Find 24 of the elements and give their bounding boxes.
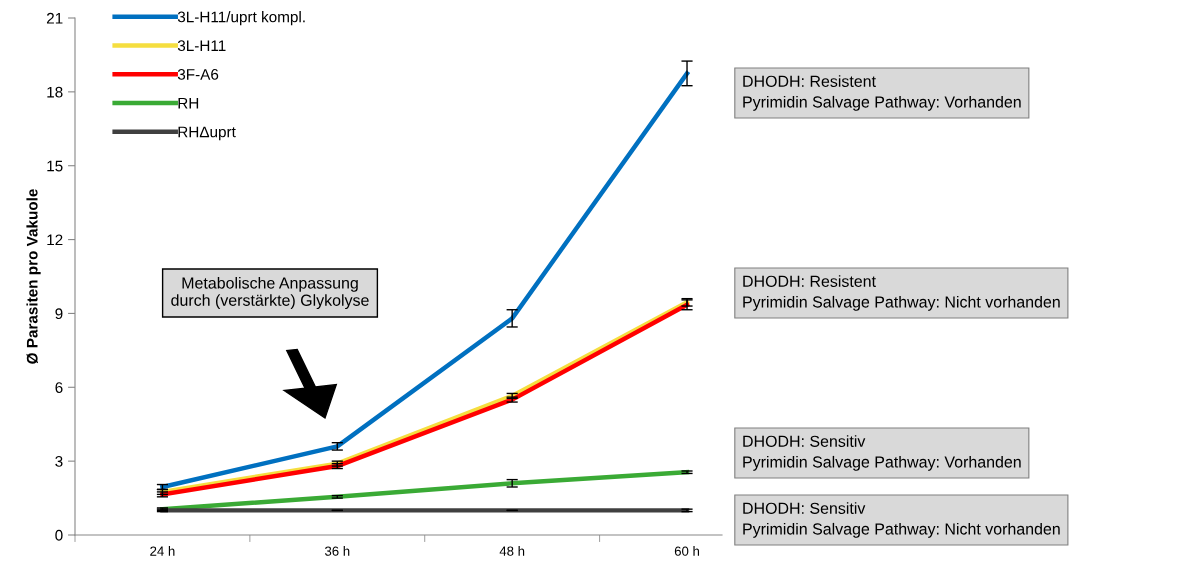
legend-label: 3F-A6 xyxy=(177,68,219,80)
legend-label: RHΔuprt xyxy=(178,126,236,141)
legend-label: 3L-H11 xyxy=(177,40,226,52)
y-axis-title: Ø Parasiten pro Vakuole xyxy=(26,189,41,364)
legend-label: RH xyxy=(178,97,199,109)
y-tick-label: 3 xyxy=(55,456,63,467)
text: DHODH: Sensitiv Pyrimidin Salvage Pathway: Nicht vorhanden xyxy=(743,502,1060,538)
x-tick-label: 24 h xyxy=(150,546,175,556)
text: DHODH: Resistent Pyrimidin Salvage Pathway: Nicht vorhanden xyxy=(743,275,1060,311)
y-tick-label: 9 xyxy=(55,308,63,320)
annotation: Metabolische Anpassung durch (verstärkte) Glykolyse xyxy=(171,276,369,310)
y-tick-label: 6 xyxy=(55,382,63,393)
text: DHODH: Sensitiv Pyrimidin Salvage Pathway: Vorhanden xyxy=(743,435,1021,471)
y-tick-label: 18 xyxy=(47,86,63,98)
text: DHODH: Resistent Pyrimidin Salvage Pathway: Vorhanden xyxy=(743,75,1021,111)
y-tick-label: 0 xyxy=(55,529,63,541)
y-tick-label: 15 xyxy=(47,160,63,172)
x-tick-label: 60 h xyxy=(674,546,700,556)
x-tick-label: 36 h xyxy=(324,546,350,556)
legend-label: 3L-H11/uprt kompl. xyxy=(177,11,305,26)
y-tick-label: 21 xyxy=(46,12,63,24)
line-series xyxy=(160,71,690,490)
y-tick-label: 12 xyxy=(47,234,63,246)
x-tick-label: 48 h xyxy=(499,546,525,556)
